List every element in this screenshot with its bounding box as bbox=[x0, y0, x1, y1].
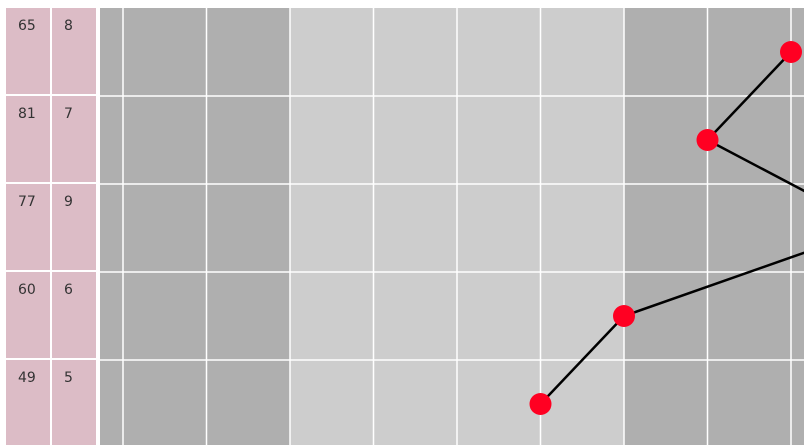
data-point-3 bbox=[613, 305, 635, 327]
band-right bbox=[624, 8, 804, 445]
data-table: 65 881 777 960 649 5 bbox=[6, 8, 100, 445]
table-cell-a: 77 bbox=[18, 194, 36, 210]
data-point-1 bbox=[697, 129, 719, 151]
table-cell-bg bbox=[52, 8, 96, 94]
table-cell-b: 5 bbox=[64, 370, 73, 386]
table-plot-separator bbox=[96, 8, 100, 445]
table-cell-a: 60 bbox=[18, 282, 36, 298]
background-bands bbox=[98, 8, 804, 445]
table-cell-b: 8 bbox=[64, 18, 73, 34]
band-left bbox=[98, 8, 290, 445]
table-cell-a: 49 bbox=[18, 370, 36, 386]
table-cell-b: 6 bbox=[64, 282, 73, 298]
table-cell-bg bbox=[52, 360, 96, 445]
table-cell-bg bbox=[52, 96, 96, 182]
table-cell-bg bbox=[52, 184, 96, 270]
table-cell-b: 7 bbox=[64, 106, 73, 122]
table-cell-a: 65 bbox=[18, 18, 36, 34]
data-point-0 bbox=[780, 41, 802, 63]
table-cell-bg bbox=[52, 272, 96, 358]
table-cell-a: 81 bbox=[18, 106, 36, 122]
data-point-4 bbox=[530, 393, 552, 415]
table-cell-b: 9 bbox=[64, 194, 73, 210]
